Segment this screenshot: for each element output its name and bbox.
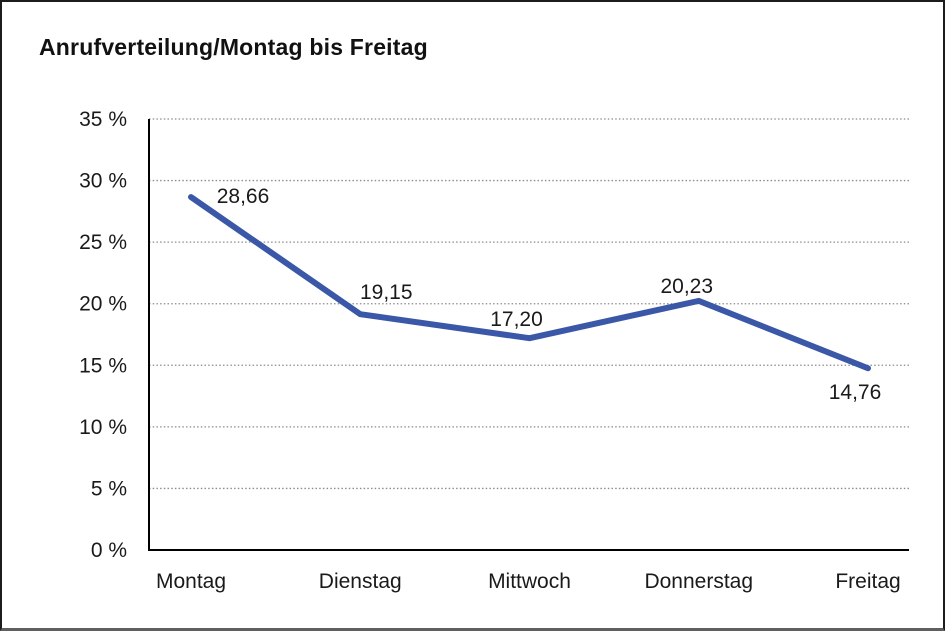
y-axis-tick-label: 15 % bbox=[79, 354, 127, 377]
x-axis-category-label: Montag bbox=[156, 570, 226, 593]
data-point-label: 19,15 bbox=[360, 281, 413, 304]
x-axis-category-label: Dienstag bbox=[319, 570, 402, 593]
data-point-label: 28,66 bbox=[217, 185, 270, 208]
y-axis-tick-label: 35 % bbox=[79, 108, 127, 131]
y-axis-tick-label: 5 % bbox=[91, 477, 127, 500]
data-point-label: 17,20 bbox=[490, 308, 543, 331]
chart-title: Anrufverteilung/Montag bis Freitag bbox=[39, 34, 428, 60]
data-point-label: 20,23 bbox=[660, 275, 713, 298]
y-axis-tick-label: 30 % bbox=[79, 170, 127, 193]
y-axis-tick-label: 0 % bbox=[91, 539, 127, 562]
x-axis-category-label: Donnerstag bbox=[644, 570, 753, 593]
y-axis-tick-label: 25 % bbox=[79, 231, 127, 254]
data-series-line bbox=[188, 194, 871, 372]
x-axis-category-label: Mittwoch bbox=[488, 570, 571, 593]
data-point-label: 14,76 bbox=[829, 381, 882, 404]
x-axis-category-label: Freitag bbox=[835, 570, 900, 593]
y-axis-tick-label: 10 % bbox=[79, 416, 127, 439]
y-axis-tick-label: 20 % bbox=[79, 293, 127, 316]
